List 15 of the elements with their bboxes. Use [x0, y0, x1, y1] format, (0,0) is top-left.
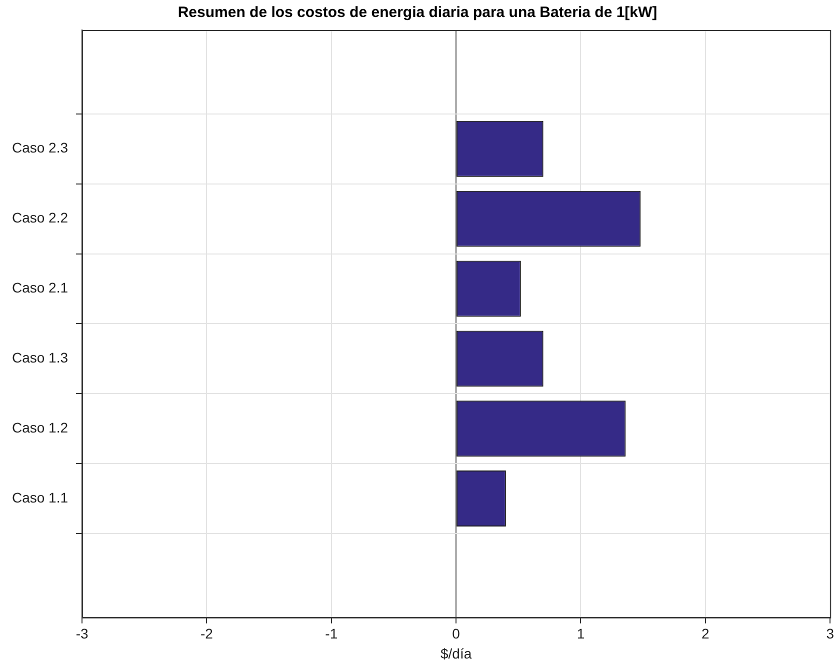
y-tick-label: Caso 1.2: [12, 419, 68, 436]
chart-title: Resumen de los costos de energia diaria para una Bateria de 1[kW]: [178, 4, 658, 22]
x-tick-label: 2: [702, 626, 710, 642]
y-tick-label: Caso 1.1: [12, 489, 68, 506]
y-tick-label: Caso 1.3: [12, 350, 68, 366]
x-tick-label: -2: [200, 626, 214, 642]
x-tick-label: 0: [452, 626, 460, 642]
x-tick-label: 3: [826, 626, 834, 642]
x-axis-title: $/día: [440, 645, 472, 662]
y-tick-label: Caso 2.2: [12, 210, 68, 226]
x-tick-label: 1: [576, 626, 585, 642]
x-tick-label: -3: [76, 626, 88, 642]
y-tick-label: Caso 2.3: [12, 140, 68, 156]
y-tick-label: Caso 2.1: [12, 280, 68, 296]
x-tick-label: -1: [325, 626, 338, 642]
